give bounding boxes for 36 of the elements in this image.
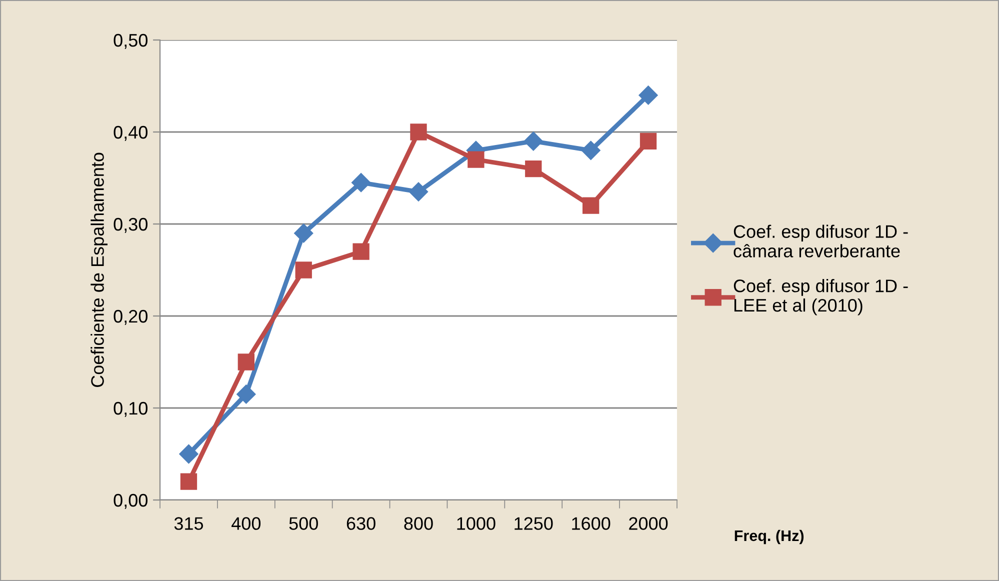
x-tick-label: 630 — [346, 517, 376, 530]
y-tick-label: 0,00 — [114, 494, 148, 509]
point — [581, 140, 600, 160]
point — [582, 197, 600, 214]
x-tick-label: 2000 — [629, 517, 668, 530]
x-tick-label: 800 — [404, 517, 433, 530]
point — [524, 132, 543, 151]
point — [236, 384, 256, 404]
y-tick-label: 0,20 — [114, 310, 148, 325]
y-tick-label: 0,50 — [114, 34, 148, 49]
point — [408, 182, 428, 202]
x-tick-label: 1000 — [457, 517, 496, 530]
y-tick-label: 0,40 — [114, 126, 148, 141]
point — [640, 132, 657, 150]
point — [295, 262, 312, 278]
x-tick-label: 1250 — [514, 517, 553, 530]
point — [352, 173, 371, 192]
point — [638, 86, 658, 105]
x-axis-title: Freq. (Hz) — [734, 530, 804, 544]
legend-label: Coef. esp difusor 1D - LEE et al (2010) — [734, 279, 908, 316]
y-tick-label: 0,30 — [114, 218, 148, 233]
point — [468, 151, 484, 168]
point — [410, 124, 427, 140]
x-tick-label: 1600 — [572, 517, 610, 530]
point — [238, 354, 254, 370]
x-tick-label: 500 — [289, 517, 318, 530]
y-axis-title: Coeficiente de Espalhamento — [90, 152, 108, 388]
point — [352, 243, 370, 260]
legend-label: Coef. esp difusor 1D - câmara reverberante — [734, 224, 908, 258]
y-tick-label: 0,10 — [114, 402, 148, 417]
point — [180, 473, 198, 490]
point — [179, 444, 198, 464]
point — [525, 160, 542, 178]
point — [294, 224, 314, 243]
x-tick-label: 315 — [174, 517, 204, 530]
x-tick-label: 400 — [232, 517, 261, 530]
